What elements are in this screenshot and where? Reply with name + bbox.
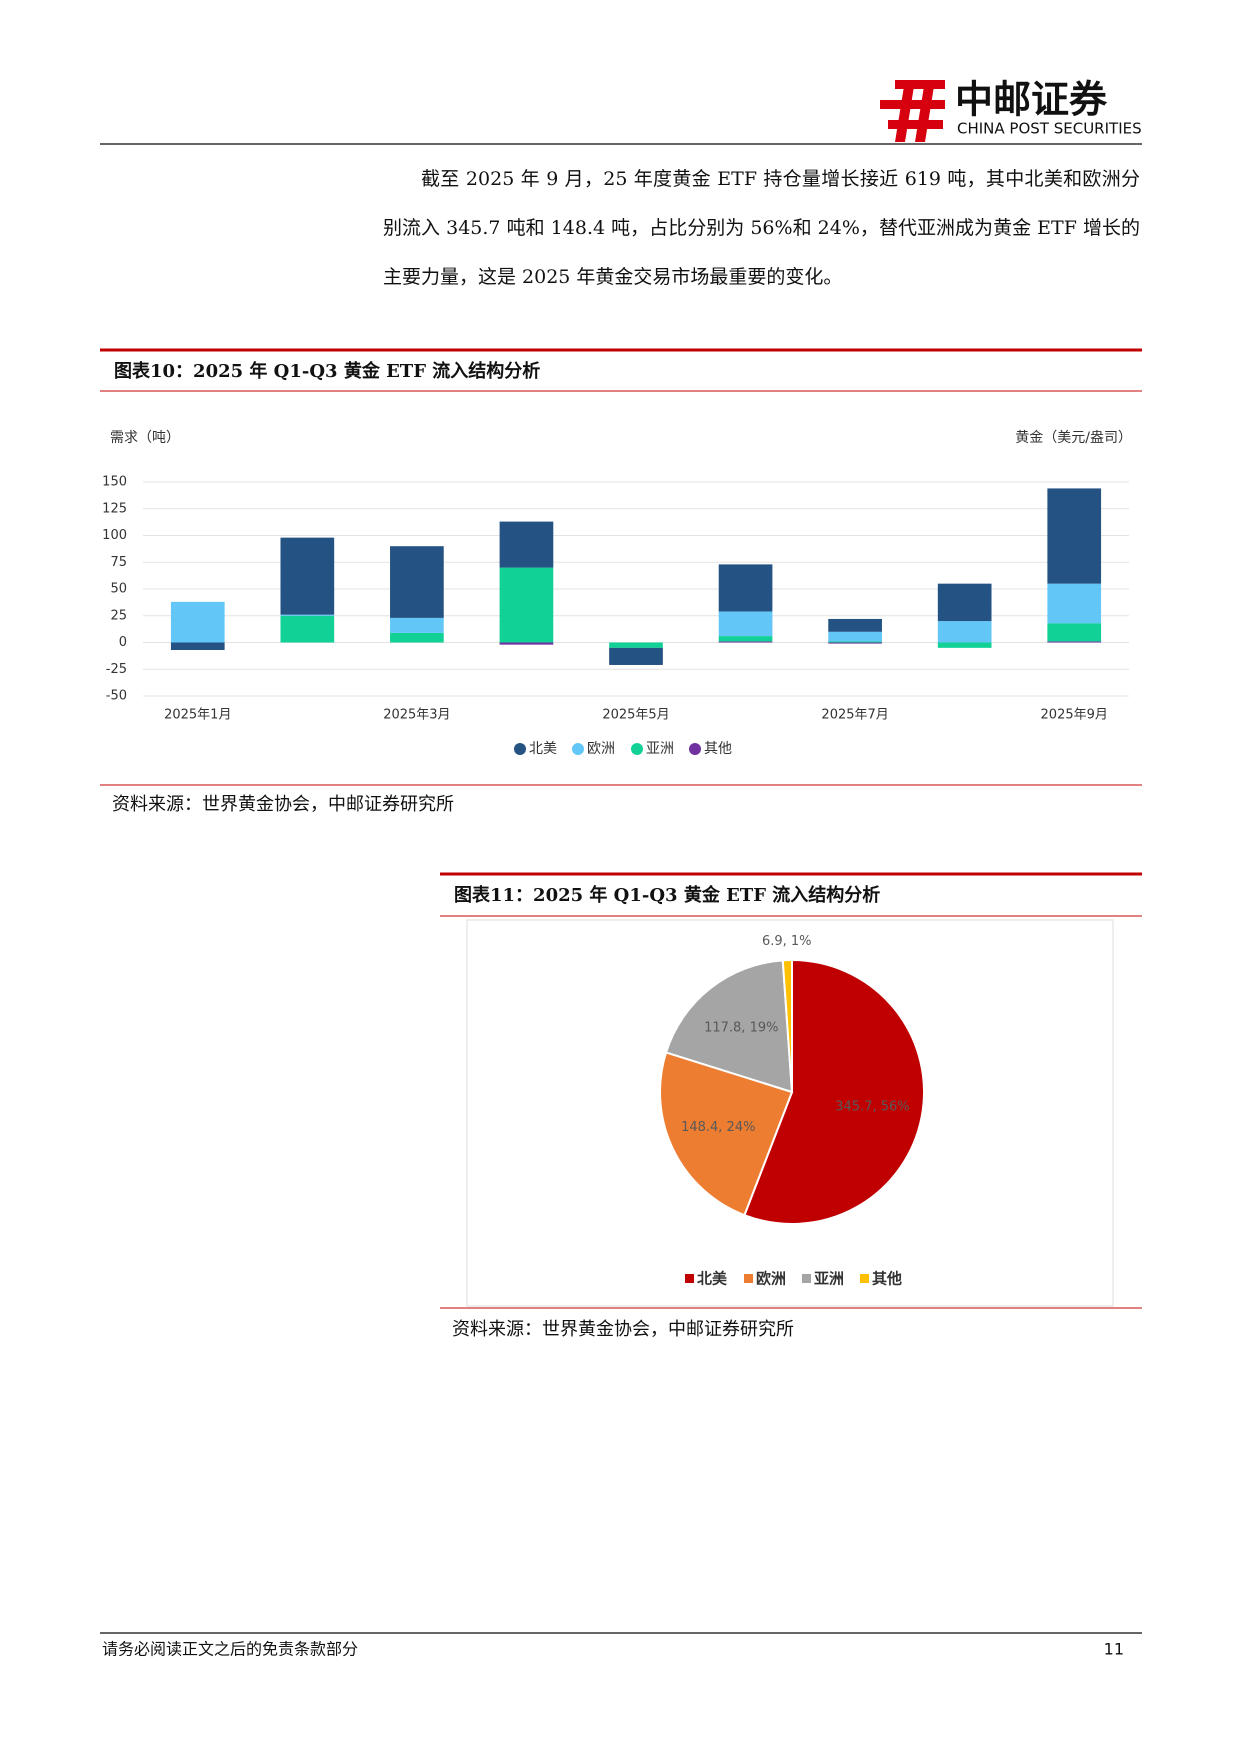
bar-segment xyxy=(937,621,992,643)
y2-axis-label: 黄金（美元/盎司） xyxy=(1015,429,1132,446)
legend-swatch xyxy=(860,1274,869,1283)
bar-segment xyxy=(390,617,444,633)
source: 资料来源：世界黄金协会，中邮证券研究所 xyxy=(112,794,454,815)
legend-label: 北美 xyxy=(529,741,557,757)
bar-segment xyxy=(828,641,882,643)
bar-segment xyxy=(828,618,882,632)
legend-label: 其他 xyxy=(704,741,732,757)
y-tick-label: 125 xyxy=(102,501,127,516)
bar-segment xyxy=(499,567,554,643)
data-label: 345.7, 56% xyxy=(835,1099,909,1114)
logo-icon xyxy=(880,80,945,142)
legend-label: 北美 xyxy=(697,1270,728,1288)
bar-segment xyxy=(499,642,554,645)
pie-slice xyxy=(781,958,793,1093)
bar-segment xyxy=(828,631,882,642)
x-tick-label: 2025年3月 xyxy=(383,708,450,723)
bar-segment xyxy=(1047,623,1102,642)
legend-label: 欧洲 xyxy=(587,741,615,757)
bar-segment xyxy=(718,611,773,637)
legend-label: 欧洲 xyxy=(756,1270,786,1288)
brand-en: CHINA POST SECURITIES xyxy=(957,120,1142,138)
bar-segment xyxy=(280,537,335,615)
bar-segment xyxy=(718,564,773,612)
bar-segment xyxy=(1047,583,1102,624)
page-number: 11 xyxy=(1104,1640,1124,1659)
legend-swatch xyxy=(689,743,701,755)
legend-swatch xyxy=(685,1274,694,1283)
bar-segment xyxy=(1047,641,1102,643)
y-tick-label: 0 xyxy=(119,635,127,650)
legend-swatch xyxy=(514,743,526,755)
legend-label: 亚洲 xyxy=(814,1270,844,1288)
data-label: 6.9, 1% xyxy=(762,934,812,949)
body-paragraph: 截至 2025 年 9 月，25 年度黄金 ETF 持仓量增长接近 619 吨，… xyxy=(383,168,1140,288)
data-label: 117.8, 19% xyxy=(704,1020,778,1035)
bar-segment xyxy=(280,615,335,643)
legend-swatch xyxy=(802,1274,811,1283)
bar-segment xyxy=(280,614,335,616)
bar-segment xyxy=(718,641,773,643)
y-tick-label: 100 xyxy=(102,528,127,543)
y-tick-label: 75 xyxy=(110,555,127,570)
legend-label: 其他 xyxy=(872,1270,902,1288)
x-tick-label: 2025年1月 xyxy=(164,708,231,723)
pie-slice xyxy=(664,959,794,1094)
disclaimer: 请务必阅读正文之后的免责条款部分 xyxy=(102,1640,358,1659)
bar-segment xyxy=(828,642,882,644)
y-tick-label: 50 xyxy=(110,582,127,597)
legend-swatch xyxy=(744,1274,753,1283)
y-tick-label: 150 xyxy=(102,475,127,490)
legend-swatch xyxy=(572,743,584,755)
bar-segment xyxy=(499,521,554,568)
caption: 图表10：2025 年 Q1-Q3 黄金 ETF 流入结构分析 xyxy=(114,360,540,382)
legend-label: 亚洲 xyxy=(646,741,674,757)
bar-segment xyxy=(937,642,992,648)
y-tick-label: 25 xyxy=(110,608,127,623)
bar-segment xyxy=(609,647,663,665)
x-tick-label: 2025年5月 xyxy=(602,708,669,723)
pie-slice xyxy=(659,1051,794,1217)
brand: 中邮证券 xyxy=(955,78,1108,122)
y-axis-label: 需求（吨） xyxy=(110,430,180,446)
y-tick-label: -50 xyxy=(106,689,127,704)
chart-frame xyxy=(466,919,1114,1307)
bar-segment xyxy=(718,636,773,642)
bar-segment xyxy=(170,642,225,650)
bar-segment xyxy=(609,642,663,648)
x-tick-label: 2025年9月 xyxy=(1041,708,1108,723)
x-tick-label: 2025年7月 xyxy=(821,708,888,723)
bar-segment xyxy=(937,583,992,622)
caption: 图表11：2025 年 Q1-Q3 黄金 ETF 流入结构分析 xyxy=(454,884,880,906)
data-label: 148.4, 24% xyxy=(681,1120,755,1135)
legend-swatch xyxy=(631,743,643,755)
pie-slice xyxy=(743,958,926,1225)
bar-segment xyxy=(1047,488,1102,584)
bar-segment xyxy=(390,632,444,643)
source: 资料来源：世界黄金协会，中邮证券研究所 xyxy=(452,1319,794,1340)
bar-segment xyxy=(390,546,444,618)
y-tick-label: -25 xyxy=(106,662,127,677)
bar-segment xyxy=(170,601,225,643)
